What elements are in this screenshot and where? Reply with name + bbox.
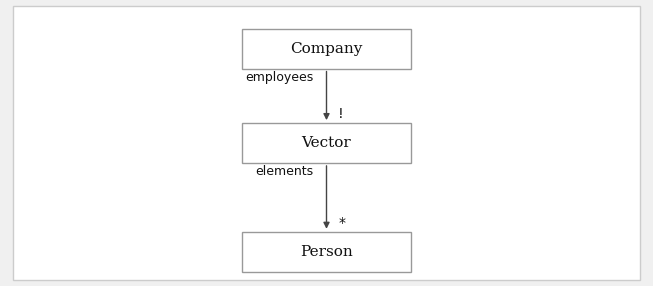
- Text: Vector: Vector: [302, 136, 351, 150]
- FancyBboxPatch shape: [242, 232, 411, 272]
- FancyBboxPatch shape: [13, 6, 640, 280]
- FancyBboxPatch shape: [242, 29, 411, 69]
- Text: employees: employees: [245, 71, 313, 84]
- Text: *: *: [338, 216, 345, 230]
- Text: !: !: [338, 108, 344, 121]
- FancyBboxPatch shape: [242, 123, 411, 163]
- Text: Company: Company: [291, 42, 362, 55]
- Text: Person: Person: [300, 245, 353, 259]
- Text: elements: elements: [255, 165, 313, 178]
